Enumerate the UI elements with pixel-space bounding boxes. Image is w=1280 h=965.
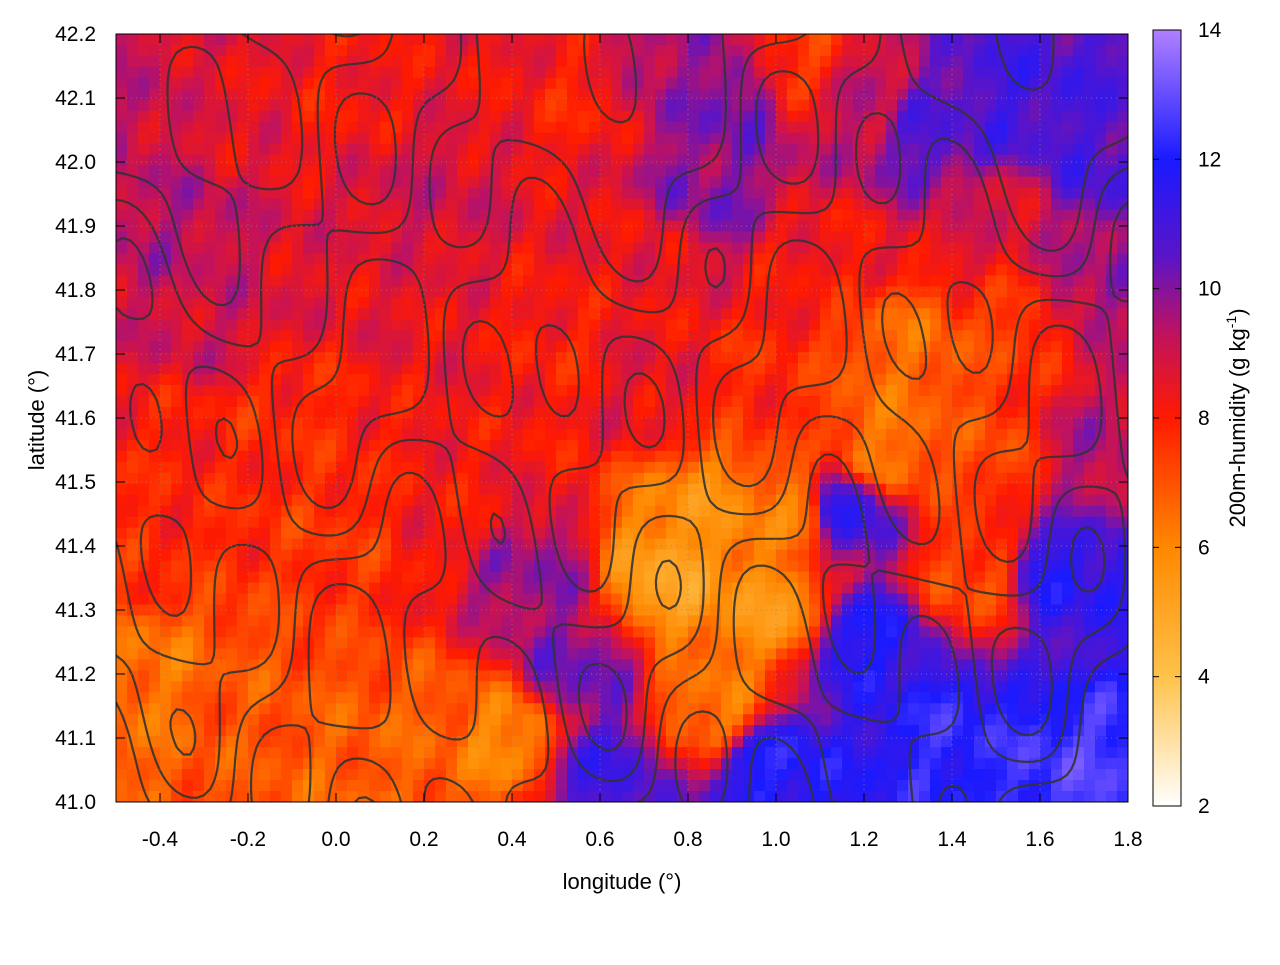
colorbar-tick-label: 12 — [1198, 148, 1221, 171]
x-tick-label: 0.8 — [673, 828, 702, 851]
y-tick-label: 42.2 — [55, 23, 96, 46]
y-tick-label: 42.1 — [55, 87, 96, 110]
x-tick-label: 1.0 — [761, 828, 790, 851]
x-tick-label: 0.2 — [409, 828, 438, 851]
y-tick-label: 41.3 — [55, 599, 96, 622]
x-tick-label: 0.4 — [497, 828, 527, 851]
y-tick-label: 41.5 — [55, 471, 96, 494]
x-tick-label: 1.8 — [1113, 828, 1142, 851]
y-tick-label: 41.8 — [55, 279, 96, 302]
x-tick-label: 1.2 — [849, 828, 878, 851]
y-tick-label: 41.9 — [55, 215, 96, 238]
colorbar-tick-label: 6 — [1198, 536, 1210, 559]
y-tick-label: 41.4 — [55, 535, 96, 558]
x-tick-label: -0.2 — [230, 828, 266, 851]
x-axis-label: longitude (°) — [563, 869, 682, 894]
x-tick-label: 0.0 — [321, 828, 350, 851]
y-tick-label: 41.1 — [55, 727, 96, 750]
x-tick-label: 0.6 — [585, 828, 614, 851]
x-tick-label: 1.4 — [937, 828, 967, 851]
colorbar-tick-label: 10 — [1198, 278, 1221, 301]
y-tick-label: 41.0 — [55, 791, 96, 814]
y-tick-label: 41.2 — [55, 663, 96, 686]
y-tick-label: 41.7 — [55, 343, 96, 366]
x-tick-label: -0.4 — [142, 828, 179, 851]
y-tick-label: 41.6 — [55, 407, 96, 430]
colorbar-label: 200m-humidity (g kg-1) — [1223, 308, 1250, 527]
colorbar-tick-label: 14 — [1198, 19, 1222, 42]
y-tick-label: 42.0 — [55, 151, 96, 174]
y-axis-label: latitude (°) — [24, 370, 49, 471]
colorbar-tick-label: 2 — [1198, 795, 1210, 818]
x-tick-label: 1.6 — [1025, 828, 1054, 851]
colorbar-tick-label: 8 — [1198, 407, 1210, 430]
colorbar-tick-label: 4 — [1198, 666, 1210, 689]
